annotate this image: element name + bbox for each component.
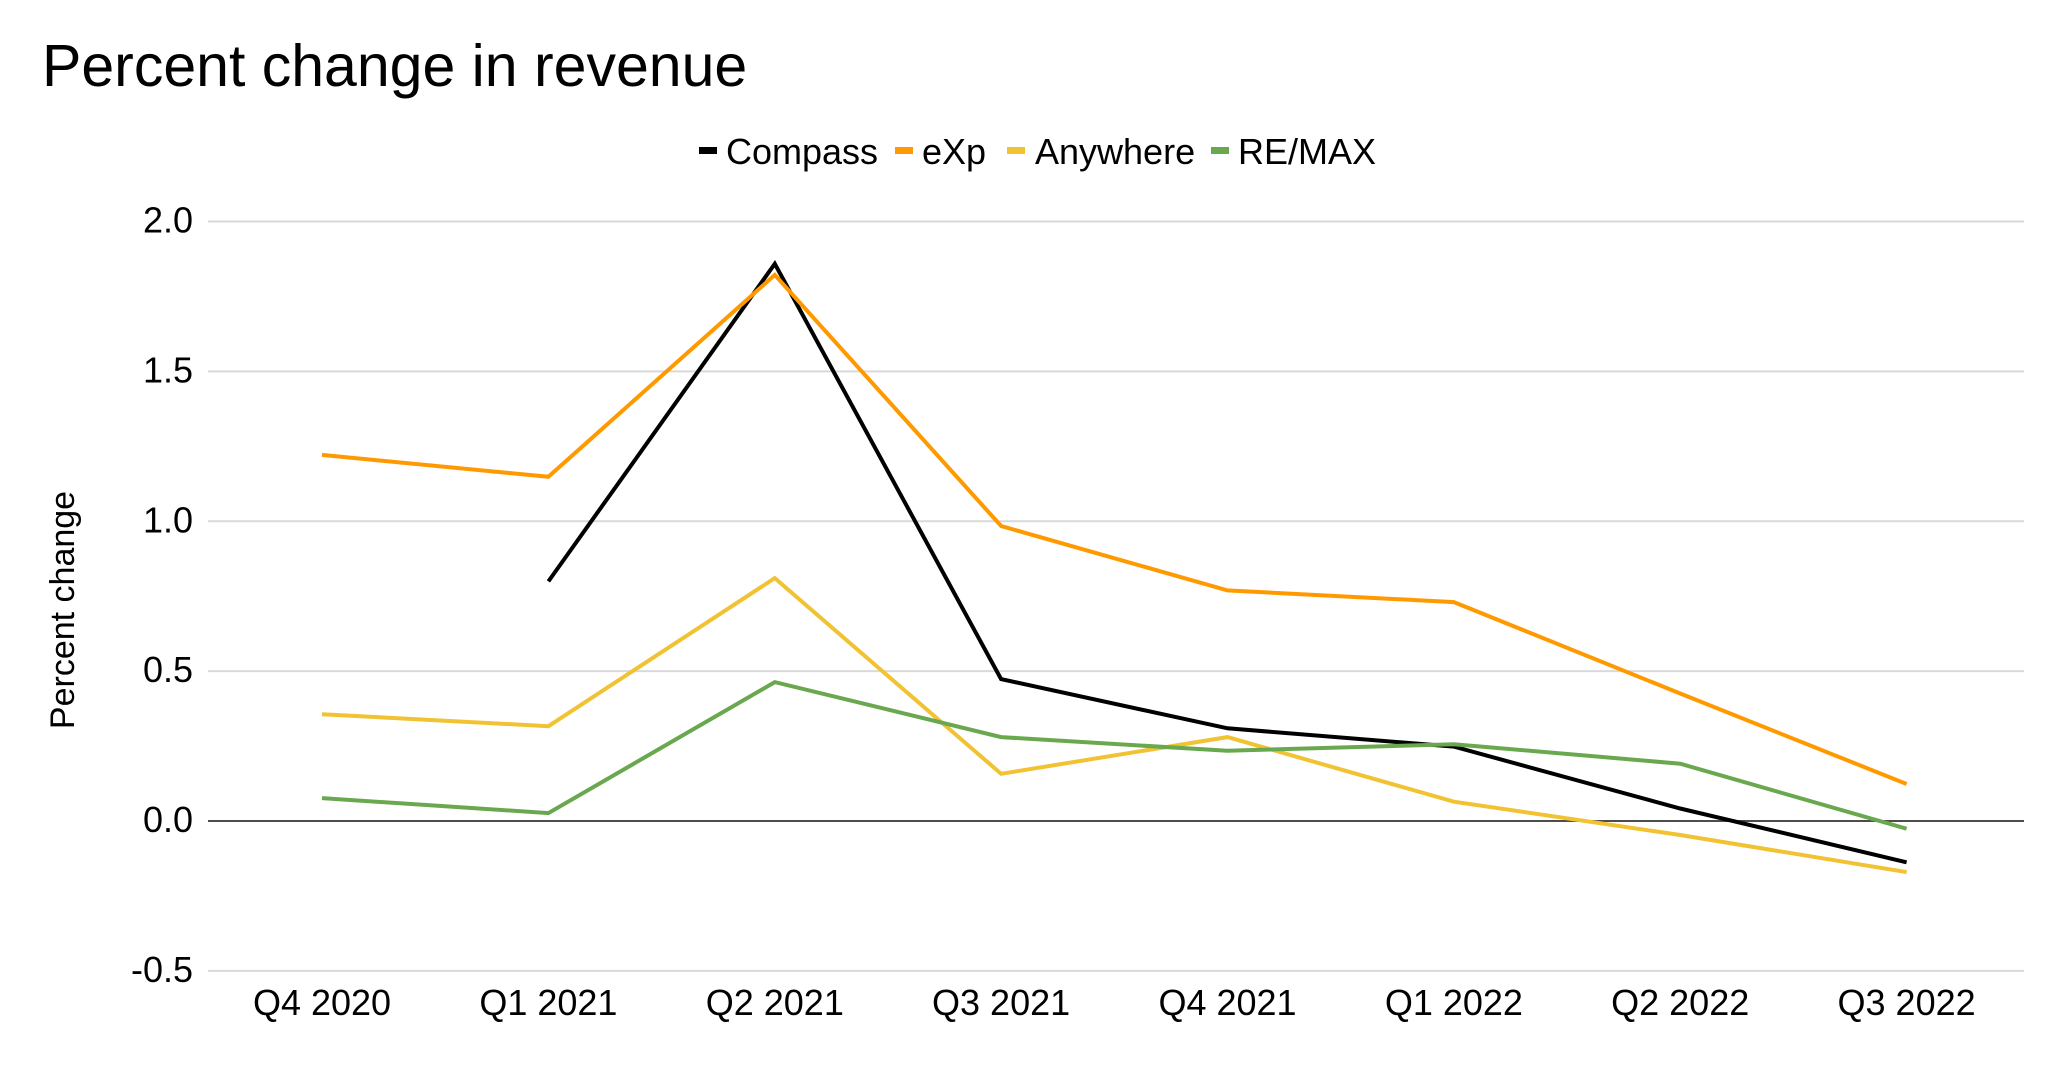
svg-text:Q4 2020: Q4 2020 — [253, 982, 391, 1023]
svg-text:Percent change in revenue: Percent change in revenue — [42, 33, 747, 99]
svg-text:Q3 2022: Q3 2022 — [1838, 982, 1976, 1023]
svg-text:2.0: 2.0 — [143, 200, 193, 241]
svg-text:Percent change: Percent change — [44, 491, 82, 729]
svg-text:Anywhere: Anywhere — [1035, 131, 1195, 172]
svg-text:Q1 2021: Q1 2021 — [479, 982, 617, 1023]
svg-text:1.5: 1.5 — [143, 349, 193, 390]
svg-text:Compass: Compass — [726, 131, 878, 172]
svg-text:Q3 2021: Q3 2021 — [932, 982, 1070, 1023]
svg-text:eXp: eXp — [922, 131, 986, 172]
svg-text:0.0: 0.0 — [143, 799, 193, 840]
svg-text:Q4 2021: Q4 2021 — [1158, 982, 1296, 1023]
svg-text:Q1 2022: Q1 2022 — [1385, 982, 1523, 1023]
svg-text:Q2 2021: Q2 2021 — [706, 982, 844, 1023]
svg-text:Q2 2022: Q2 2022 — [1611, 982, 1749, 1023]
svg-text:1.0: 1.0 — [143, 499, 193, 540]
svg-text:-0.5: -0.5 — [131, 949, 193, 990]
svg-text:RE/MAX: RE/MAX — [1238, 131, 1376, 172]
svg-text:0.5: 0.5 — [143, 649, 193, 690]
